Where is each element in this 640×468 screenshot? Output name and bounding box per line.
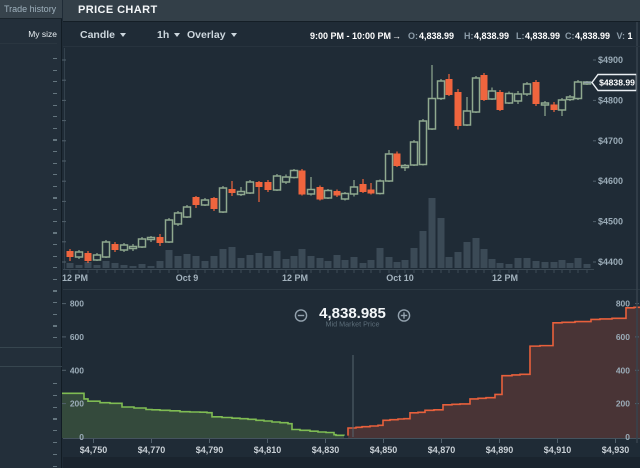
svg-text:$4800: $4800 [598,95,623,105]
svg-text:$4,870: $4,870 [428,445,456,455]
svg-text:12 PM: 12 PM [282,273,308,283]
svg-text:$4700: $4700 [598,136,623,146]
svg-text:$4,810: $4,810 [254,445,282,455]
svg-text:200: 200 [70,399,84,409]
svg-text:$4,790: $4,790 [196,445,224,455]
svg-text:$4838.99: $4838.99 [599,78,635,88]
svg-text:$4,910: $4,910 [544,445,572,455]
svg-text:$4900: $4900 [598,55,623,65]
svg-text:800: 800 [70,299,84,309]
svg-text:400: 400 [70,365,84,375]
svg-text:$4,750: $4,750 [80,445,108,455]
svg-text:$4,890: $4,890 [486,445,514,455]
svg-text:$4,930: $4,930 [602,445,630,455]
svg-text:0: 0 [625,432,630,442]
svg-text:12 PM: 12 PM [492,273,518,283]
svg-text:$4,850: $4,850 [370,445,398,455]
svg-text:600: 600 [70,332,84,342]
svg-text:Oct 9: Oct 9 [176,273,199,283]
svg-text:$4600: $4600 [598,176,623,186]
svg-text:600: 600 [616,332,630,342]
svg-text:400: 400 [616,365,630,375]
svg-text:12 PM: 12 PM [62,273,88,283]
svg-text:Mid Market Price: Mid Market Price [326,320,380,329]
svg-text:800: 800 [616,299,630,309]
svg-text:$4,770: $4,770 [138,445,166,455]
svg-text:$4,830: $4,830 [312,445,340,455]
svg-text:0: 0 [79,432,84,442]
svg-text:$4500: $4500 [598,217,623,227]
svg-text:Oct 10: Oct 10 [386,273,414,283]
svg-text:4,838.985: 4,838.985 [319,305,386,322]
svg-text:$4400: $4400 [598,257,623,267]
svg-text:200: 200 [616,399,630,409]
